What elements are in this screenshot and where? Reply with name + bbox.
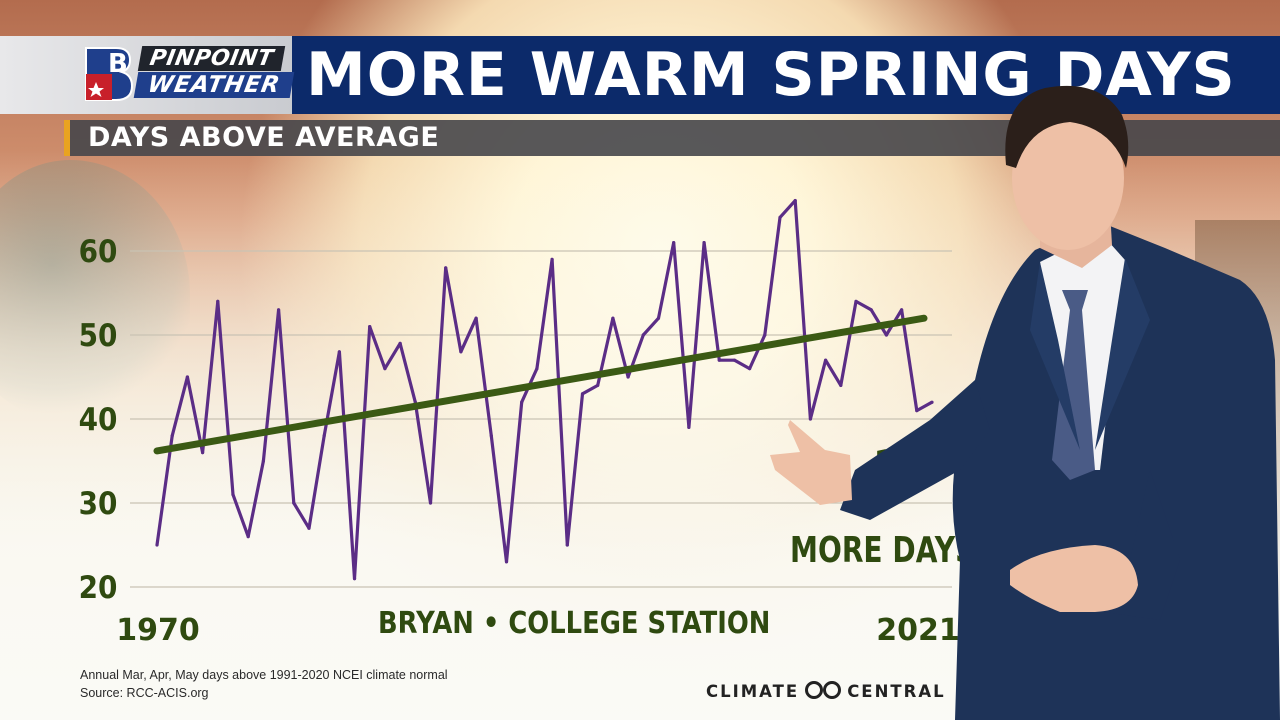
data-point [520,400,524,404]
data-point [687,425,691,429]
data-point [352,577,357,581]
annotation-text: MORE DAYS [790,530,976,571]
data-point [808,417,813,421]
data-point [565,543,569,547]
data-point [155,543,159,547]
annotation-number: 1 [872,440,905,494]
data-point [276,308,281,312]
infinity-icon [805,681,842,699]
data-point [641,333,645,337]
b-logo-icon: B [85,47,134,101]
y-axis-ticks: 20 30 40 50 60 [79,234,118,606]
data-point [732,358,737,362]
data-point [884,333,889,337]
data-point [474,316,478,320]
data-point [459,350,463,354]
data-point [748,367,752,371]
data-point [793,199,797,203]
data-point [246,535,250,539]
data-point [428,501,433,505]
data-point [839,383,843,387]
data-point [763,333,767,337]
x-tick-label: 2021 [876,613,960,648]
logo-weather-text: WEATHER [133,72,295,98]
data-point [504,560,509,564]
page-title: MORE WARM SPRING DAYS [306,40,1236,110]
credit-right: CENTRAL [847,682,946,701]
data-point [444,266,448,270]
data-point [717,358,721,362]
data-point [200,451,205,455]
data-point [398,341,402,345]
data-point [535,367,539,371]
data-point [656,316,661,320]
credit-left: CLIMATE [706,682,800,701]
data-point [368,325,372,329]
data-point [778,215,782,219]
footnote: Annual Mar, Apr, May days above 1991-202… [80,668,448,682]
data-point [383,367,387,371]
data-point [231,493,235,497]
data-point [292,501,296,505]
y-tick-label: 30 [79,486,118,522]
data-point [869,308,873,312]
data-point [915,409,919,413]
data-point [489,434,493,438]
data-point [930,400,934,404]
source-note: Source: RCC-ACIS.org [80,686,209,700]
svg-text:B: B [108,49,128,79]
x-axis-ticks: 1970 2021 [116,613,960,648]
data-series [155,199,934,581]
trend-line-path [153,314,928,455]
station-label: BRYAN • COLLEGE STATION [378,606,771,641]
data-point [824,358,828,362]
data-point [337,350,341,354]
data-point [854,299,858,303]
chart-subtitle: DAYS ABOVE AVERAGE [88,122,440,153]
data-point [550,257,554,261]
y-tick-label: 40 [79,402,118,438]
data-point [322,434,326,438]
data-point [261,459,265,463]
x-tick-label: 1970 [116,613,200,648]
data-point [596,383,600,387]
logo-pinpoint-text: PINPOINT [137,46,286,71]
climate-central-logo: CLIMATE CENTRAL [706,680,946,704]
y-tick-label: 20 [79,570,118,606]
data-point [216,299,220,303]
data-point [672,241,676,245]
data-point [580,392,585,396]
y-tick-label: 50 [79,318,118,354]
y-tick-label: 60 [79,234,118,270]
data-point [170,434,174,438]
data-point [307,526,311,530]
data-point [702,241,706,245]
trend-line [153,314,928,455]
data-point [611,316,615,320]
data-point [900,308,904,312]
data-point [626,375,630,379]
data-point [185,375,189,379]
series-line [155,199,933,581]
